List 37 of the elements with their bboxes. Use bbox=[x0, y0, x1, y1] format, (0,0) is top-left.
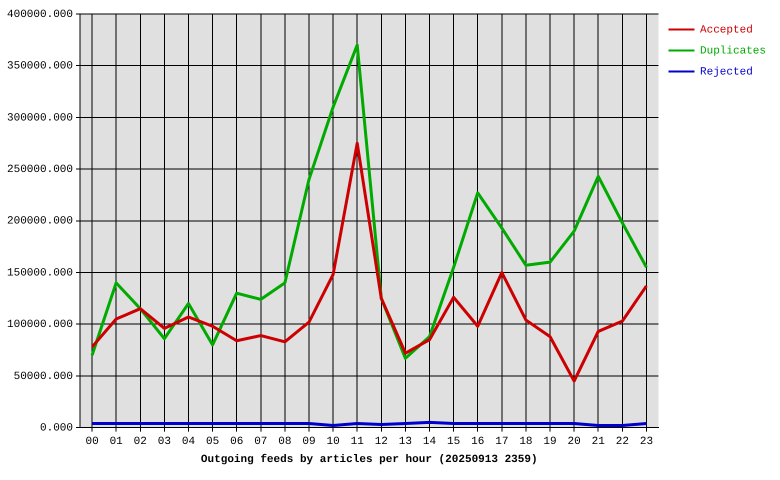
y-tick-label: 350000.000 bbox=[6, 60, 74, 73]
y-tick-label: 300000.000 bbox=[6, 112, 74, 124]
x-tick-label: 00 bbox=[85, 436, 99, 448]
x-axis-title: Outgoing feeds by articles per hour (20250913 2359) bbox=[200, 453, 538, 466]
x-tick-label: 13 bbox=[398, 436, 412, 448]
legend-label: Rejected bbox=[700, 66, 753, 78]
x-tick-label: 06 bbox=[230, 436, 244, 448]
x-tick-label: 17 bbox=[495, 436, 508, 448]
x-tick-label: 09 bbox=[302, 436, 316, 448]
x-tick-label: 08 bbox=[278, 436, 292, 448]
x-tick-label: 01 bbox=[110, 436, 124, 448]
x-tick-label: 03 bbox=[158, 436, 171, 448]
y-tick-label: 200000.000 bbox=[6, 216, 74, 228]
y-tick-label: 400000.000 bbox=[6, 8, 74, 21]
x-tick-label: 04 bbox=[182, 436, 196, 448]
x-tick-label: 18 bbox=[519, 436, 533, 448]
x-tick-label: 21 bbox=[592, 436, 606, 448]
x-tick-label: 05 bbox=[206, 436, 220, 448]
x-tick-label: 15 bbox=[447, 436, 460, 448]
y-tick-label: 250000.000 bbox=[6, 164, 74, 176]
y-tick-label: 0.000 bbox=[40, 422, 74, 435]
x-tick-label: 10 bbox=[326, 436, 340, 448]
x-tick-label: 19 bbox=[543, 436, 557, 448]
x-tick-label: 20 bbox=[568, 436, 581, 448]
y-tick-label: 150000.000 bbox=[6, 267, 74, 280]
y-tick-label: 100000.000 bbox=[6, 319, 74, 332]
x-tick-label: 14 bbox=[422, 436, 437, 448]
x-tick-label: 23 bbox=[640, 436, 654, 448]
x-tick-label: 12 bbox=[374, 436, 388, 448]
x-tick-label: 16 bbox=[471, 436, 484, 448]
x-tick-label: 11 bbox=[350, 436, 364, 448]
legend-label: Duplicates bbox=[700, 45, 766, 58]
y-tick-label: 50000.000 bbox=[14, 370, 74, 383]
x-tick-label: 22 bbox=[616, 436, 629, 448]
legend-label: Accepted bbox=[700, 24, 753, 36]
x-tick-label: 07 bbox=[254, 436, 268, 448]
x-tick-label: 02 bbox=[134, 436, 147, 448]
